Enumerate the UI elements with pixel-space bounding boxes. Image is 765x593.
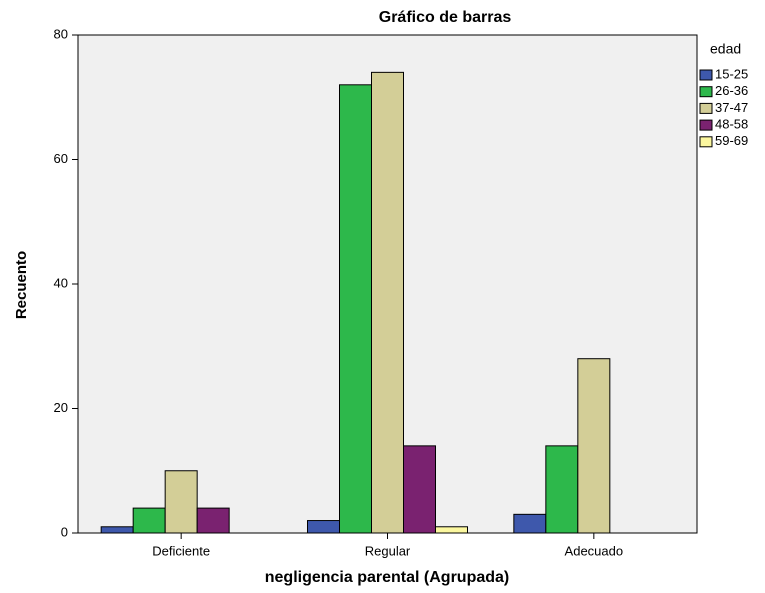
x-axis-label: negligencia parental (Agrupada): [265, 569, 509, 586]
bar: [371, 71, 404, 534]
bar: [132, 507, 166, 534]
legend-label: 59-69: [715, 133, 748, 148]
legend-swatch: [699, 136, 713, 148]
y-tick-label: 0: [61, 524, 68, 539]
legend-swatch: [699, 86, 713, 98]
chart-title: Gráfico de barras: [379, 9, 512, 26]
legend-swatch: [699, 102, 713, 114]
legend-label: 48-58: [715, 117, 748, 132]
legend-swatch: [699, 69, 713, 81]
x-tick-label: Regular: [365, 543, 411, 558]
legend-label: 15-25: [715, 66, 748, 81]
bar: [545, 445, 579, 534]
bar: [513, 513, 547, 534]
bar: [307, 520, 340, 534]
y-tick-label: 60: [54, 151, 68, 166]
legend-swatch: [699, 119, 713, 131]
bar: [435, 526, 468, 534]
bar: [577, 358, 611, 534]
y-axis-label: Recuento: [13, 251, 30, 319]
bar: [339, 84, 372, 534]
legend-label: 26-36: [715, 83, 748, 98]
y-tick-label: 80: [54, 26, 68, 41]
y-tick-label: 40: [54, 275, 68, 290]
legend-title: edad: [710, 41, 741, 57]
y-tick-label: 20: [54, 400, 68, 415]
bar: [100, 526, 134, 534]
bar: [403, 445, 436, 534]
bar: [196, 507, 230, 534]
bar: [164, 470, 198, 534]
x-tick-label: Adecuado: [565, 543, 624, 558]
legend-label: 37-47: [715, 100, 748, 115]
x-tick-label: Deficiente: [152, 543, 210, 558]
